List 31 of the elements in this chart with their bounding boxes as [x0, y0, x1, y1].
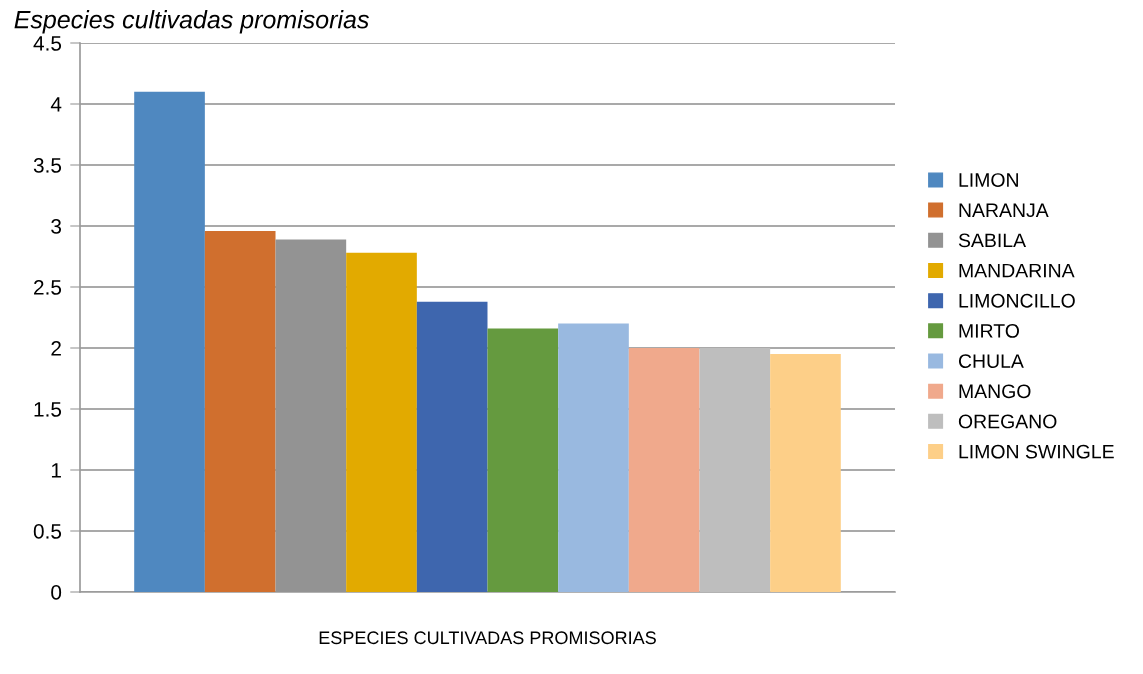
legend-label: LIMONCILLO [959, 293, 1075, 308]
legend-label: CHULA [958, 354, 1024, 368]
legend-label: SABILA [958, 233, 1027, 248]
chart-title: Especies cultivadas promisorias [14, 10, 369, 34]
legend-label: LIMON [959, 173, 1018, 187]
bar [134, 91, 205, 592]
x-tick-label: ESPECIES CULTIVADAS PROMISORIAS [319, 631, 656, 645]
y-tick-label: 1.5 [34, 402, 62, 417]
bar [487, 328, 559, 592]
y-tick-label: 0 [51, 585, 62, 600]
y-tick-label: 3.5 [33, 158, 62, 173]
y-tick-label: 2 [51, 341, 61, 356]
y-tick-label: 0.5 [33, 524, 62, 539]
y-tick-label: 3 [51, 219, 62, 234]
legend-label: NARANJA [959, 203, 1049, 218]
bar [628, 348, 700, 592]
bar [699, 348, 771, 592]
bar [346, 252, 417, 592]
bar [558, 323, 629, 592]
legend-label: MANGO [959, 384, 1031, 399]
bar [204, 230, 276, 592]
y-tick-label: 4.5 [33, 36, 62, 51]
y-tick-label: 2.5 [34, 280, 62, 295]
bar [770, 354, 841, 592]
legend-label: OREGANO [958, 414, 1057, 429]
legend-label: MIRTO [959, 324, 1019, 338]
bar [416, 301, 488, 592]
y-tick-label: 1 [51, 463, 61, 478]
legend-label: LIMON SWINGLE [959, 444, 1114, 459]
y-tick-label: 4 [50, 97, 62, 112]
legend-label: MANDARINA [959, 263, 1075, 278]
